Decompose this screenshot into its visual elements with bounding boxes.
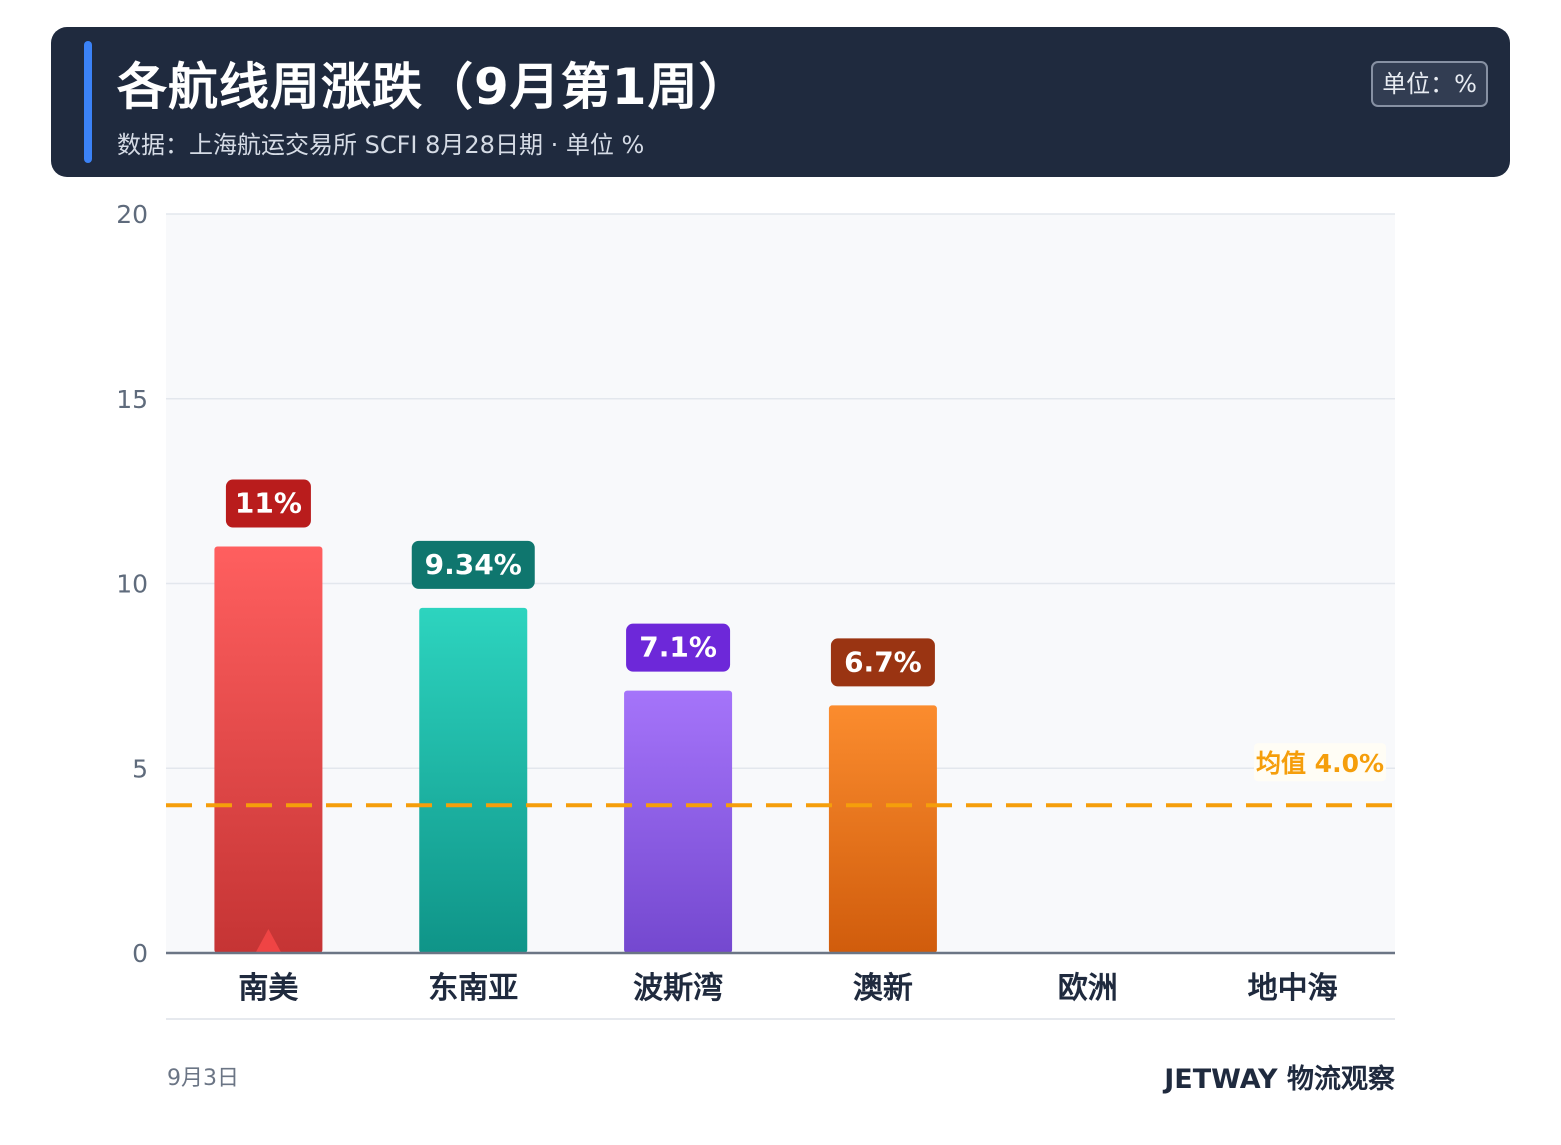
value-label-bg <box>411 540 535 589</box>
value-label: 9.34% <box>425 548 522 581</box>
bar-波斯湾 <box>624 690 733 953</box>
bar-澳新 <box>828 705 937 953</box>
unit-badge: 单位：% <box>1371 61 1488 107</box>
y-tick-label: 15 <box>116 385 148 414</box>
footer-brand: JETWAY 物流观察 <box>1164 1064 1395 1095</box>
value-label: 7.1% <box>639 631 717 664</box>
bar-东南亚 <box>419 607 528 953</box>
x-tick-label: 东南亚 <box>428 971 518 1006</box>
x-tick-label: 澳新 <box>853 971 913 1006</box>
y-tick-label: 0 <box>132 939 148 968</box>
value-label-bg <box>830 638 935 687</box>
highlight-marker <box>255 929 282 953</box>
value-label-bg <box>626 623 731 672</box>
chart-header: 各航线周涨跌（9月第1周） 数据：上海航运交易所 SCFI 8月28日期 · 单… <box>51 27 1510 177</box>
x-tick-label: 波斯湾 <box>633 971 723 1006</box>
y-tick-label: 10 <box>116 570 148 599</box>
footer-date: 9月3日 <box>167 1066 239 1091</box>
header-accent-bar <box>84 41 92 163</box>
value-label: 11% <box>235 487 302 520</box>
chart-title: 各航线周涨跌（9月第1周） <box>117 58 750 116</box>
y-tick-label: 5 <box>132 754 148 783</box>
average-label: 均值 4.0% <box>1256 749 1384 778</box>
x-tick-label: 南美 <box>238 971 298 1006</box>
chart-subtitle: 数据：上海航运交易所 SCFI 8月28日期 · 单位 % <box>117 131 645 159</box>
x-tick-label: 欧洲 <box>1058 971 1118 1006</box>
y-tick-label: 20 <box>116 200 148 229</box>
value-label-bg <box>225 479 311 528</box>
value-label: 6.7% <box>844 645 922 678</box>
bar-南美 <box>214 546 323 953</box>
average-label-bg <box>1254 743 1386 782</box>
x-tick-label: 地中海 <box>1248 971 1338 1006</box>
